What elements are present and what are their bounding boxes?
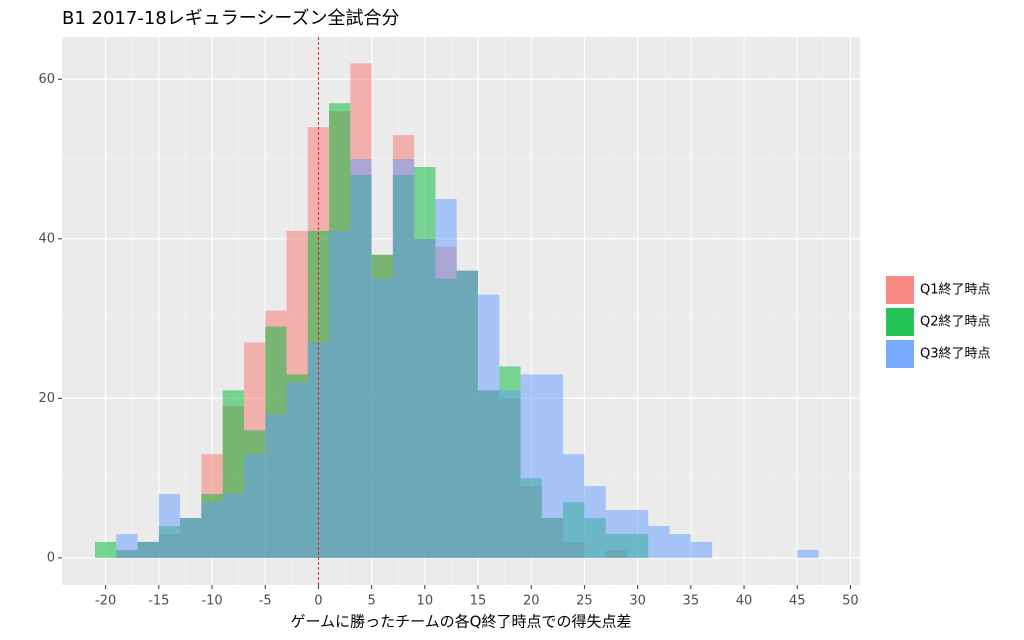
histogram-bar [478, 294, 500, 558]
y-tick-label: 40 [38, 231, 55, 246]
histogram-bar [499, 390, 521, 558]
histogram-bar [456, 270, 479, 558]
histogram-bar [584, 486, 606, 558]
legend-label: Q2終了時点 [920, 314, 991, 330]
histogram-bar [797, 549, 819, 558]
x-tick-label: 5 [367, 594, 375, 609]
legend-key [886, 340, 914, 368]
histogram-bar [137, 541, 159, 558]
y-tick-label: 60 [38, 72, 55, 87]
x-tick-label: 50 [842, 594, 859, 609]
y-tick-label: 20 [38, 391, 55, 406]
histogram-bar [307, 342, 330, 558]
histogram-bar [329, 230, 351, 558]
x-tick-label: 45 [789, 594, 806, 609]
x-tick-label: -20 [95, 594, 116, 609]
x-tick-label: 25 [576, 594, 593, 609]
histogram-bar [435, 198, 457, 558]
x-tick-label: -5 [259, 594, 272, 609]
histogram-bar [690, 541, 713, 558]
histogram-bar [605, 510, 627, 558]
histogram-bar [94, 541, 117, 558]
x-tick-label: 0 [314, 594, 322, 609]
x-tick-label: 20 [523, 594, 540, 609]
histogram-bar [371, 278, 393, 558]
x-axis-title: ゲームに勝ったチームの各Q終了時点での得失点差 [291, 613, 632, 631]
histogram-bar [626, 510, 649, 558]
histogram-bar [392, 159, 415, 558]
x-tick-label: 40 [736, 594, 753, 609]
legend-label: Q3終了時点 [920, 346, 991, 362]
histogram-bar [158, 494, 181, 558]
x-tick-label: -15 [148, 594, 169, 609]
histogram-bar [116, 533, 138, 558]
histogram-bar [201, 502, 223, 558]
histogram-bar [350, 159, 372, 558]
x-tick-label: 30 [629, 594, 646, 609]
y-tick-label: 0 [47, 550, 55, 565]
x-tick-label: -10 [201, 594, 222, 609]
x-tick-label: 35 [683, 594, 700, 609]
histogram-bar [243, 454, 266, 558]
histogram-bar [414, 238, 436, 558]
legend-label: Q1終了時点 [920, 282, 991, 298]
histogram-bar [563, 454, 585, 558]
histogram-bar [222, 494, 244, 558]
histogram-bar [520, 374, 542, 558]
histogram-bar [265, 414, 287, 558]
x-tick-label: 10 [417, 594, 434, 609]
chart-title: B1 2017-18レギュラーシーズン全試合分 [62, 8, 399, 29]
histogram-bar [669, 533, 691, 558]
histogram-bar [648, 525, 670, 558]
x-tick-label: 15 [470, 594, 487, 609]
histogram-bar [180, 517, 202, 558]
histogram-bar [541, 374, 564, 558]
legend-key [886, 276, 914, 304]
histogram-bar [286, 382, 308, 558]
legend-key [886, 308, 914, 336]
